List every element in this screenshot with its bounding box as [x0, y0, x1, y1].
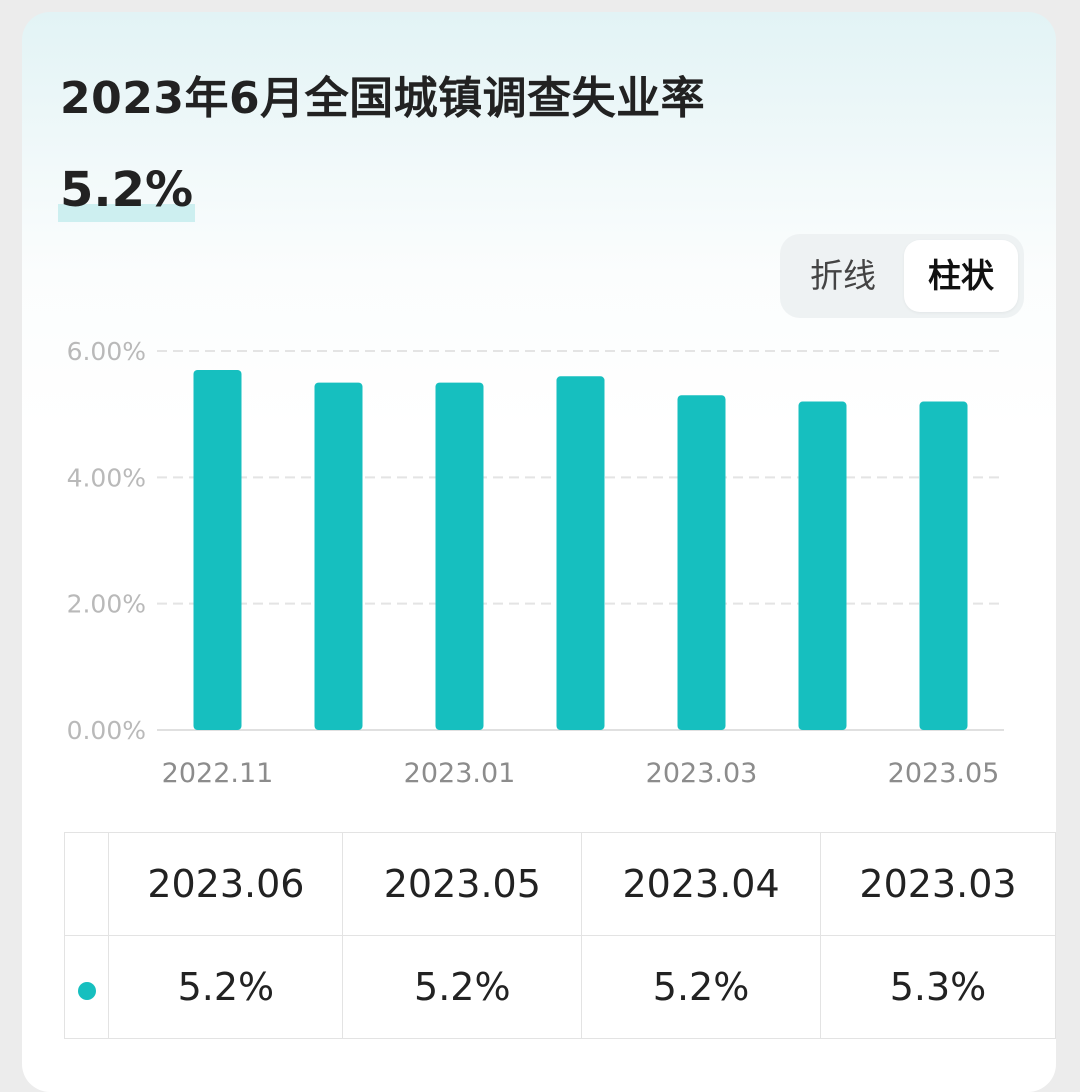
series-dot-icon [77, 982, 96, 1000]
bar [677, 395, 726, 730]
chart-card: 2023年6月全国城镇调查失业率 5.2% 折线 柱状 0.00% 2.00% 4.… [22, 12, 1056, 1092]
y-tick-label: 0.00% [67, 716, 146, 745]
table-value-cell: 5.2% [342, 935, 583, 1039]
table-value-cell: 5.2% [581, 935, 821, 1039]
bar [919, 401, 968, 730]
line-chart-tab[interactable]: 折线 [810, 256, 876, 295]
bar-chart: 0.00% 2.00% 4.00% 6.00% 2022.11 2023.01 2023.0… [67, 337, 1004, 789]
y-tick-label: 6.00% [67, 337, 146, 366]
bar [193, 369, 242, 730]
x-tick-label: 2023.03 [646, 758, 758, 789]
current-value: 5.2% [58, 162, 196, 222]
bar [798, 401, 847, 730]
bar [556, 376, 605, 730]
table-header-cell: 2023.04 [581, 832, 821, 936]
bar [314, 382, 363, 730]
table-row: 5.2% 5.2% 5.2% 5.3% [63, 935, 1056, 1039]
table-corner-cell [63, 832, 110, 936]
table-header-cell: 2023.03 [819, 832, 1056, 936]
table-value-cell: 5.2% [108, 935, 344, 1039]
y-tick-label: 4.00% [67, 463, 146, 492]
series-marker-cell [63, 935, 110, 1039]
data-table: 2023.06 2023.05 2023.04 2023.03 5.2% 5.2… [63, 832, 1056, 1039]
table-value-cell: 5.3% [819, 935, 1056, 1039]
bar-chart-tab[interactable]: 柱状 [904, 240, 1018, 312]
table-header-row: 2023.06 2023.05 2023.04 2023.03 [63, 832, 1056, 936]
page-title: 2023年6月全国城镇调查失业率 [60, 73, 706, 124]
table-header-cell: 2023.06 [108, 832, 344, 936]
table-header-cell: 2023.05 [342, 832, 583, 936]
x-tick-label: 2022.11 [162, 758, 274, 789]
bar [435, 382, 484, 730]
chart-type-toggle: 折线 柱状 [780, 234, 1024, 318]
x-tick-label: 2023.01 [404, 758, 516, 789]
x-tick-label: 2023.05 [888, 758, 1000, 789]
y-tick-label: 2.00% [67, 590, 146, 619]
